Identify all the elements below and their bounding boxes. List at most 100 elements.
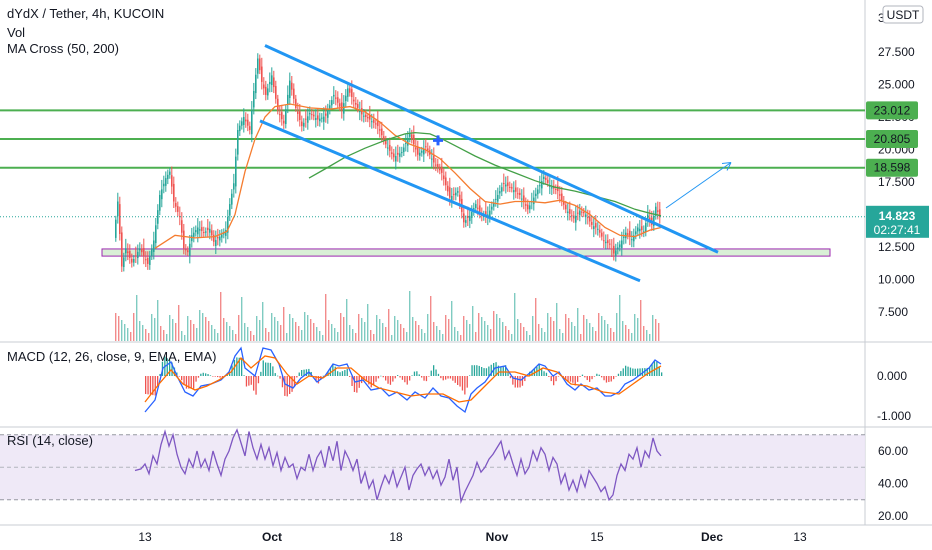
candle-body [195, 230, 197, 233]
volume-bar [346, 299, 348, 341]
currency-badge[interactable]: USDT [882, 5, 924, 24]
volume-bar [238, 315, 240, 341]
volume-bar [538, 324, 540, 341]
candle-body [643, 231, 645, 233]
candle-body [287, 94, 289, 106]
candle-body [215, 240, 217, 246]
volume-bar [277, 321, 279, 341]
macd-histogram-bar [253, 376, 255, 391]
volume-bar [619, 295, 621, 341]
volume-bar [193, 324, 195, 341]
candle-body [259, 58, 261, 71]
macd-histogram-bar [262, 360, 264, 376]
macd-histogram-bar [471, 365, 473, 376]
candle-body [163, 183, 165, 187]
candle-body [277, 98, 279, 111]
volume-bar [343, 317, 345, 341]
macd-histogram-bar [279, 376, 281, 379]
candle-body [217, 236, 219, 239]
macd-histogram-bar [392, 376, 394, 382]
candle-body [431, 158, 433, 160]
macd-histogram-bar [315, 376, 317, 382]
macd-histogram-bar [250, 376, 252, 385]
candle-body [201, 227, 203, 231]
volume-bar [529, 335, 531, 341]
macd-histogram-bar [435, 369, 437, 376]
macd-histogram-bar [375, 376, 377, 382]
macd-histogram-bar [353, 376, 356, 393]
candle-body [261, 66, 263, 82]
volume-bar [433, 322, 435, 341]
support-zone [101, 248, 831, 257]
volume-bar [190, 320, 192, 341]
macd-histogram-bar [514, 376, 516, 388]
candle-body [207, 227, 209, 231]
last-price-value: 14.823 [879, 209, 916, 223]
candle-body [247, 119, 249, 126]
candle-body [165, 178, 167, 186]
volume-bar [628, 329, 630, 341]
rsi-label[interactable]: RSI (14, close) [7, 433, 93, 448]
volume-bar [415, 321, 417, 341]
macd-histogram-bar [205, 373, 207, 376]
macd-histogram-bar [181, 376, 183, 381]
candle-body [339, 103, 341, 107]
candle-body [571, 215, 573, 217]
macd-histogram-bar [490, 364, 492, 376]
macd-histogram-bar [632, 368, 634, 376]
time-tick-label: 15 [590, 530, 604, 544]
volume-bar [511, 334, 513, 341]
volume-bar [301, 330, 303, 341]
ma-cross-indicator-label[interactable]: MA Cross (50, 200) [7, 41, 119, 56]
volume-bar [247, 327, 249, 341]
macd-histogram-bar [550, 376, 552, 382]
volume-bar [352, 329, 354, 341]
macd-histogram-bar [365, 376, 368, 382]
candle-body [183, 230, 185, 249]
macd-histogram-bar [572, 376, 574, 383]
volume-bar [388, 309, 390, 341]
volume-bar [334, 328, 336, 341]
volume-bar [127, 328, 129, 341]
candle-body [441, 166, 443, 173]
candle-body [303, 122, 305, 127]
volume-bar [307, 315, 309, 341]
volume-bar [403, 328, 405, 341]
candle-body [513, 190, 515, 193]
rsi-pane [0, 428, 865, 504]
volume-bar [526, 331, 528, 341]
candle-body [613, 245, 615, 254]
candle-body [253, 91, 255, 108]
volume-bar [382, 323, 384, 341]
volume-bar [304, 312, 306, 341]
volume-bar [205, 317, 207, 341]
level-price-tag-text: 18.598 [874, 161, 911, 175]
volume-bar [634, 314, 636, 341]
macd-histogram-bar [322, 375, 324, 377]
candle-body [541, 181, 543, 189]
candle-body [587, 217, 589, 219]
volume-bar [157, 300, 159, 341]
macd-histogram-bar [243, 375, 245, 376]
volume-bar [421, 329, 423, 341]
macd-label[interactable]: MACD (12, 26, close, 9, EMA, EMA) [7, 349, 217, 364]
candle-body [585, 214, 587, 217]
macd-histogram-bar [526, 376, 528, 377]
candle-body [521, 198, 523, 200]
candle-body [231, 193, 233, 205]
candle-body [173, 183, 175, 202]
time-tick-label: Dec [701, 530, 723, 544]
volume-bar [556, 303, 558, 341]
candle-body [185, 249, 187, 251]
candle-body [591, 221, 593, 225]
symbol-title[interactable]: dYdX / Tether, 4h, KUCOIN [7, 6, 164, 21]
volume-bar [202, 313, 204, 341]
candle-body [273, 77, 275, 88]
macd-histogram-bar [245, 376, 248, 387]
candle-body [359, 111, 361, 113]
candle-body [321, 117, 323, 119]
macd-histogram-bar [368, 376, 370, 385]
candle-body [161, 189, 163, 200]
vol-indicator-label[interactable]: Vol [7, 25, 25, 40]
